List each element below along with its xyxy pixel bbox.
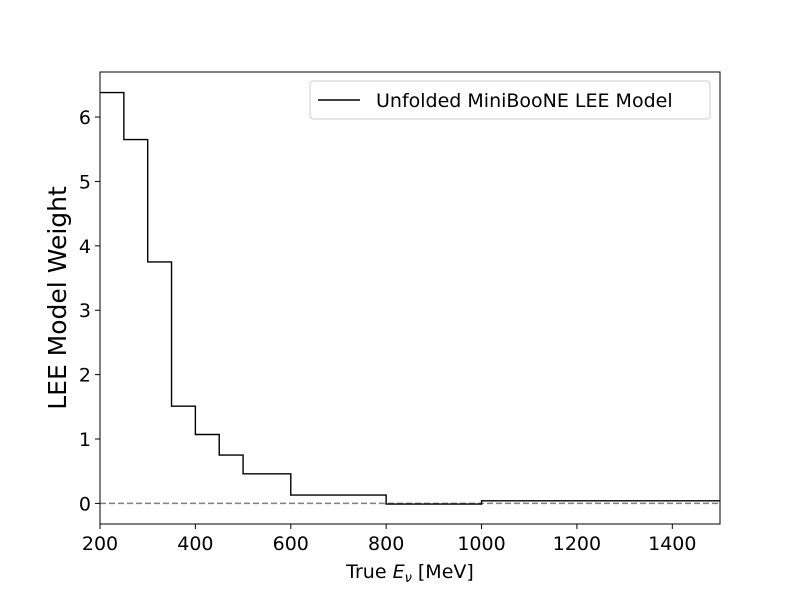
- y-axis-title: LEE Model Weight: [43, 186, 72, 410]
- x-tick-label: 1400: [648, 533, 696, 555]
- x-tick-label: 400: [177, 533, 213, 555]
- y-tick-label: 3: [79, 300, 91, 322]
- x-axis-title-symbol: E: [393, 561, 405, 583]
- x-axis-title-subscript: ν: [405, 571, 412, 586]
- legend-box: [309, 80, 711, 120]
- x-tick-label: 600: [273, 533, 309, 555]
- y-tick-label: 4: [79, 236, 91, 258]
- x-tick-label: 1200: [553, 533, 601, 555]
- x-tick-label: 800: [368, 533, 404, 555]
- x-axis-title-prefix: True: [345, 561, 392, 583]
- y-tick-label: 1: [79, 429, 91, 451]
- y-tick-label: 6: [79, 107, 91, 129]
- x-axis-title: True Eν [MeV]: [345, 561, 474, 586]
- axes-frame: [99, 71, 721, 525]
- y-tick-label: 2: [79, 365, 91, 387]
- legend-label: Unfolded MiniBooNE LEE Model: [376, 90, 673, 112]
- x-tick-label: 1000: [457, 533, 505, 555]
- series-step-line: [100, 91, 720, 505]
- x-tick-label: 200: [82, 533, 118, 555]
- x-axis-title-suffix: [MeV]: [412, 561, 474, 583]
- legend: Unfolded MiniBooNE LEE Model: [309, 80, 711, 120]
- y-tick-label: 0: [79, 493, 91, 515]
- y-tick-label: 5: [79, 171, 91, 193]
